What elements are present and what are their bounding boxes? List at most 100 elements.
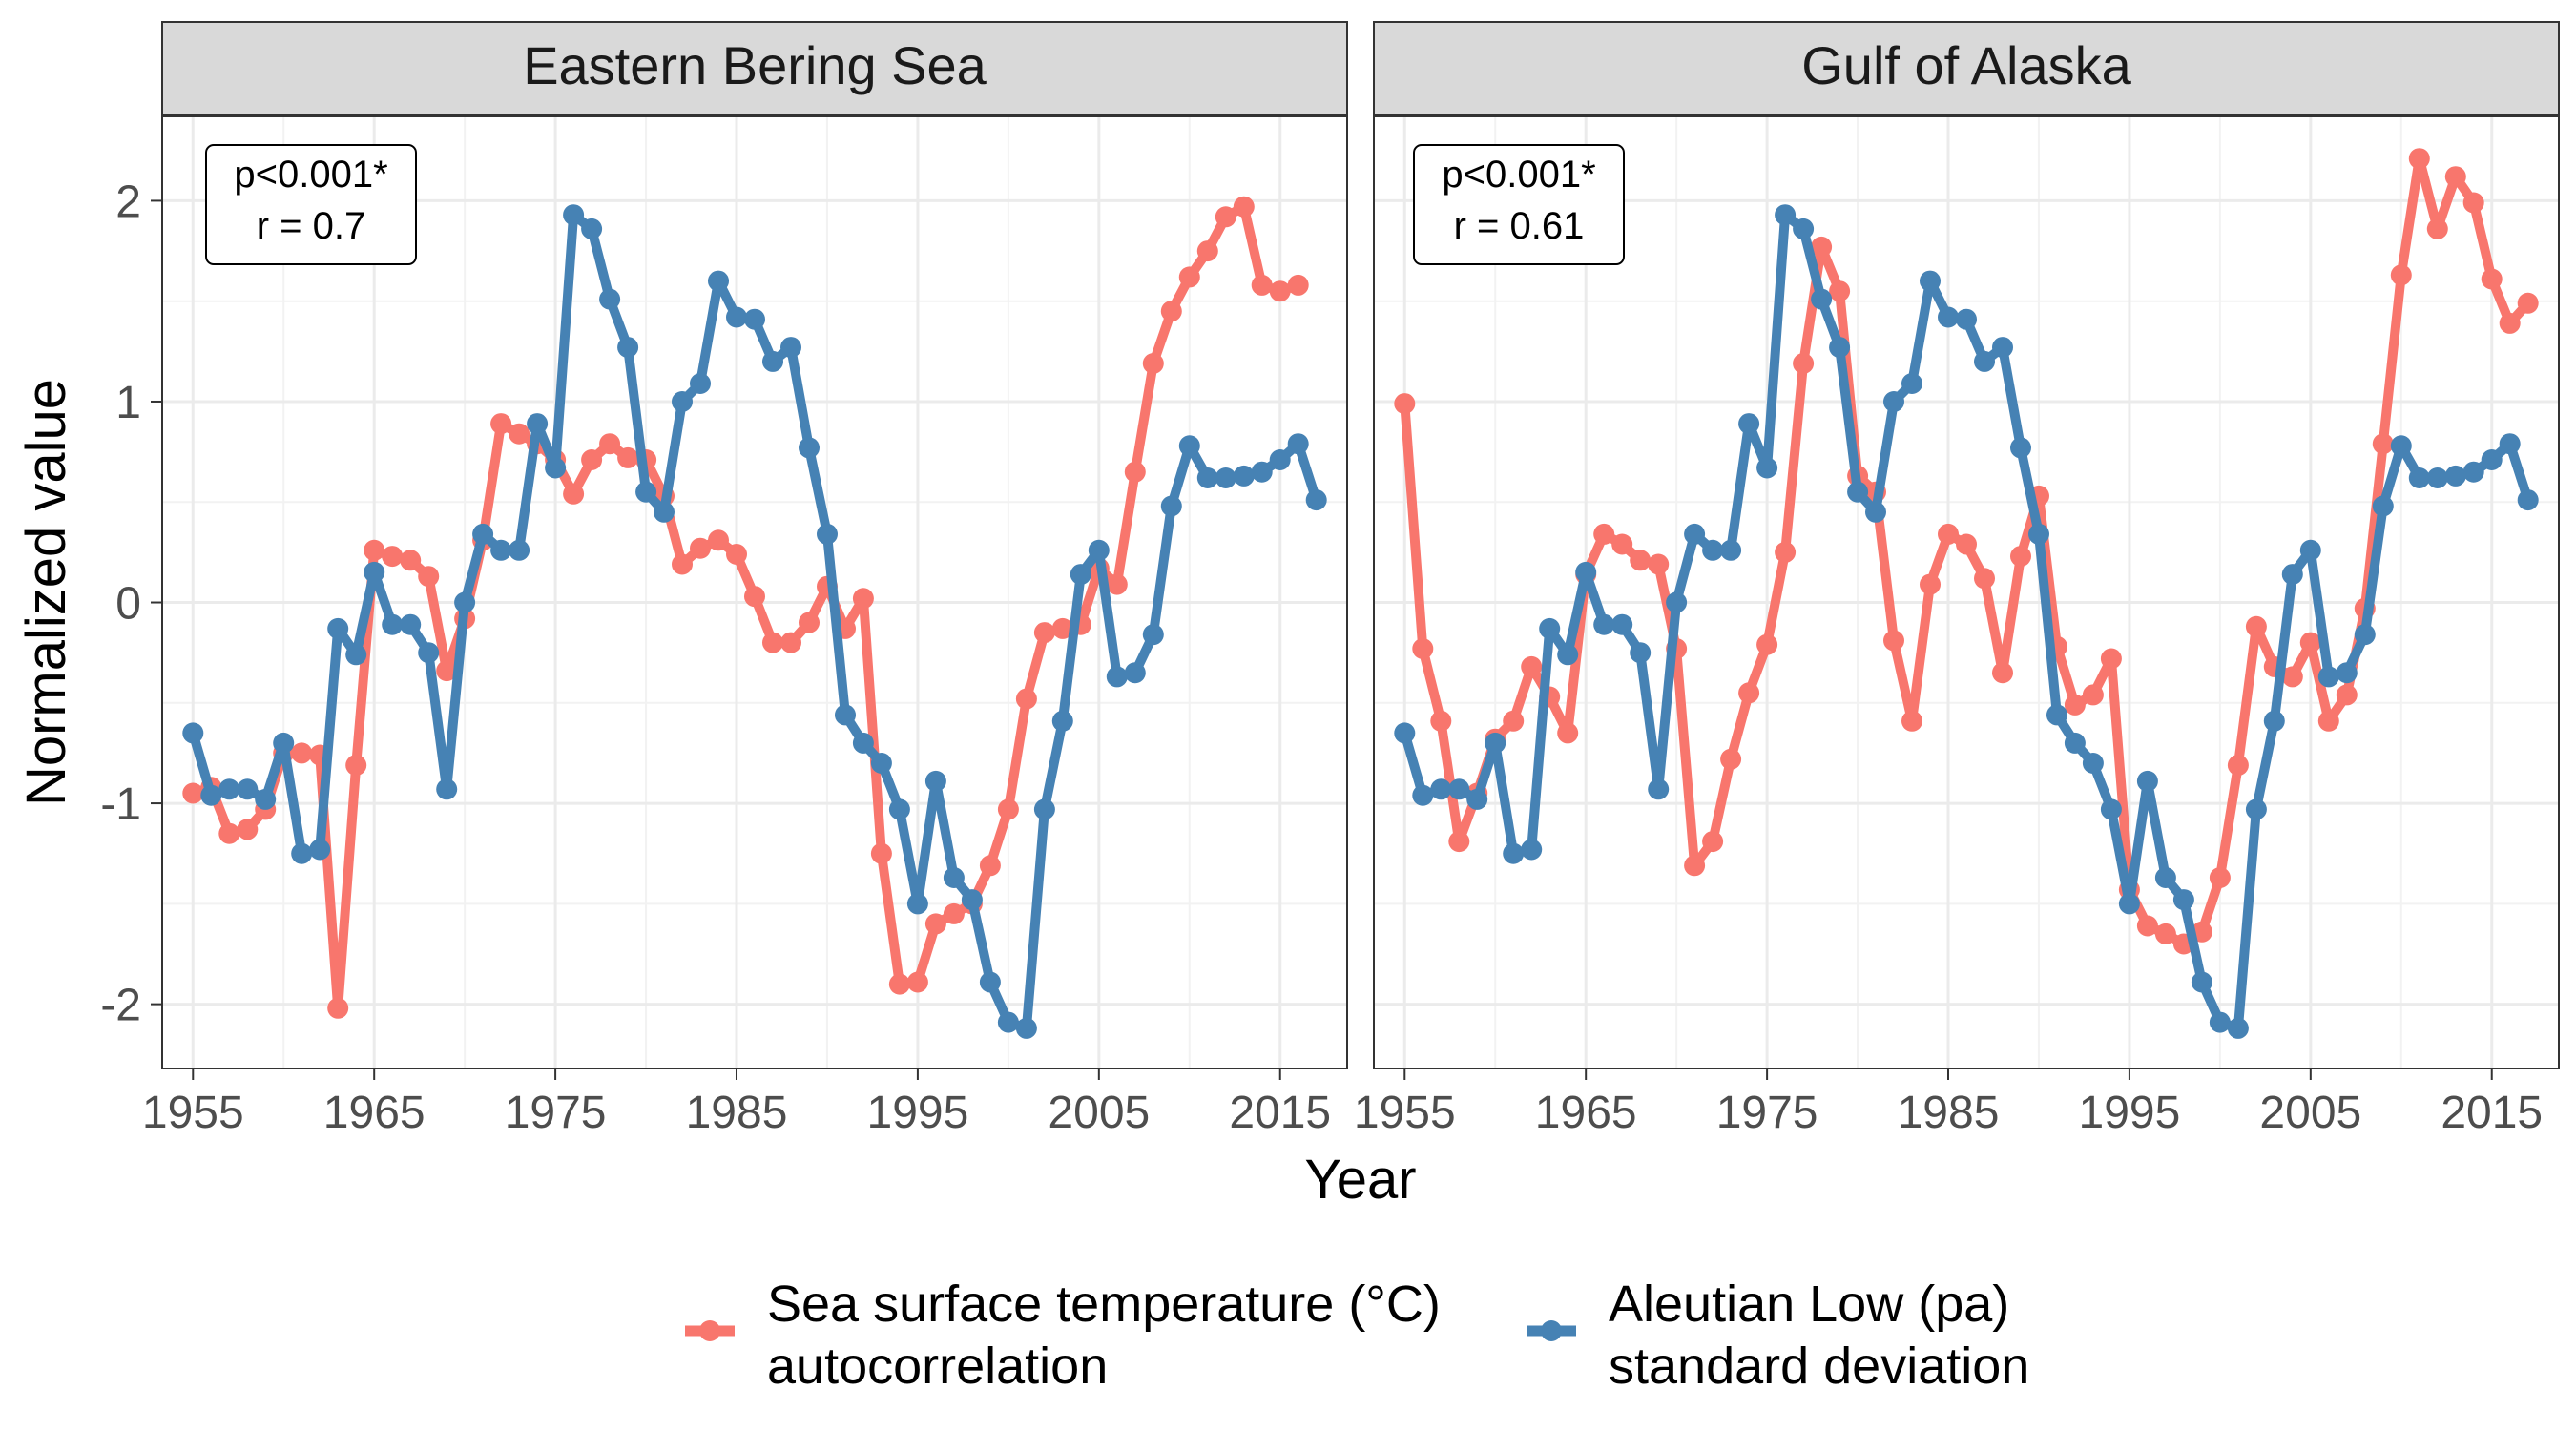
data-point <box>1684 523 1706 545</box>
data-point <box>1251 461 1273 483</box>
data-point <box>382 546 404 568</box>
data-point <box>1630 642 1652 664</box>
data-point <box>852 732 874 754</box>
data-point <box>2082 753 2104 774</box>
data-point <box>345 755 367 777</box>
x-tick-label: 2015 <box>2441 1088 2543 1138</box>
data-point <box>490 413 512 435</box>
data-point <box>1178 435 1200 457</box>
data-point <box>2028 523 2049 545</box>
data-point <box>1305 489 1327 511</box>
data-point <box>1811 288 1833 310</box>
data-point <box>1648 553 1670 575</box>
data-point <box>835 704 856 726</box>
data-point <box>799 437 820 459</box>
data-point <box>2517 292 2539 314</box>
data-point <box>490 539 512 561</box>
data-point <box>906 971 928 993</box>
series-layer <box>182 196 1327 1039</box>
data-point <box>2209 867 2231 888</box>
data-point <box>2372 433 2394 455</box>
data-point <box>1033 798 1055 820</box>
plot-area <box>1374 116 2559 1068</box>
data-point <box>2299 539 2321 561</box>
data-point <box>563 483 585 505</box>
data-point <box>472 523 494 545</box>
data-point <box>1051 710 1073 732</box>
data-point <box>2245 615 2267 637</box>
data-point <box>888 798 910 820</box>
data-point <box>581 218 603 239</box>
data-point <box>1015 688 1037 710</box>
data-point <box>1070 564 1091 586</box>
data-point <box>1829 280 1851 302</box>
data-point <box>635 481 657 503</box>
legend-label-line2: autocorrelation <box>767 1338 1108 1395</box>
x-tick-label: 1955 <box>1354 1088 1456 1138</box>
data-point <box>2462 461 2484 483</box>
data-point <box>2154 923 2176 944</box>
data-point <box>273 732 295 754</box>
data-point <box>2082 684 2104 706</box>
data-point <box>2227 755 2249 777</box>
data-point <box>1575 561 1597 583</box>
data-point <box>1756 457 1778 479</box>
data-point <box>1702 539 1724 561</box>
data-point <box>2209 1011 2231 1033</box>
data-point <box>291 842 313 864</box>
data-point <box>1485 732 1506 754</box>
data-point <box>2317 710 2339 732</box>
axis-ticks: 1955 1965 1975 1985 1995 2005 2015 <box>1354 1068 2543 1138</box>
data-point <box>1901 710 1922 732</box>
data-point <box>1630 550 1652 571</box>
series-sst-autocorrelation <box>182 196 1309 1019</box>
data-point <box>762 632 783 653</box>
data-point <box>527 413 549 435</box>
data-point <box>672 553 693 575</box>
data-point <box>400 550 422 571</box>
data-point <box>2499 433 2521 455</box>
data-point <box>780 632 801 653</box>
data-point <box>1865 501 1886 523</box>
panel-eastern-bering-sea: Eastern Bering Sea p<0.001* r = 0.7 1955… <box>100 21 1348 1138</box>
x-tick-label: 1955 <box>142 1088 244 1138</box>
data-point <box>454 591 476 613</box>
data-point <box>617 446 639 468</box>
data-point <box>2372 495 2394 517</box>
data-point <box>545 457 567 479</box>
data-point <box>2481 268 2503 290</box>
series-layer <box>1394 148 2539 1039</box>
data-point <box>1269 280 1291 302</box>
data-point <box>182 722 204 744</box>
data-point <box>2317 666 2339 688</box>
data-point <box>708 270 729 292</box>
x-tick-label: 1975 <box>505 1088 607 1138</box>
y-tick-label: 2 <box>115 176 141 227</box>
data-point <box>1160 495 1182 517</box>
data-point <box>1106 573 1128 595</box>
data-point <box>672 391 693 412</box>
data-point <box>690 373 711 394</box>
data-point <box>218 822 240 844</box>
data-point <box>1448 831 1470 853</box>
x-tick-label: 1965 <box>323 1088 426 1138</box>
data-point <box>2354 624 2376 646</box>
data-point <box>799 612 820 633</box>
data-point <box>382 613 404 635</box>
data-point <box>1287 274 1309 296</box>
data-point <box>726 544 747 565</box>
data-point <box>2227 1017 2249 1039</box>
data-point <box>979 855 1001 877</box>
data-point <box>1521 655 1543 677</box>
data-point <box>581 449 603 470</box>
data-point <box>2499 312 2521 334</box>
data-point <box>1938 523 1959 545</box>
data-point <box>997 798 1019 820</box>
data-point <box>1142 353 1164 374</box>
facet-title: Eastern Bering Sea <box>523 35 987 95</box>
data-point <box>1847 481 1869 503</box>
data-point <box>1956 308 1977 330</box>
data-point <box>1811 236 1833 258</box>
data-point <box>2100 648 2122 670</box>
